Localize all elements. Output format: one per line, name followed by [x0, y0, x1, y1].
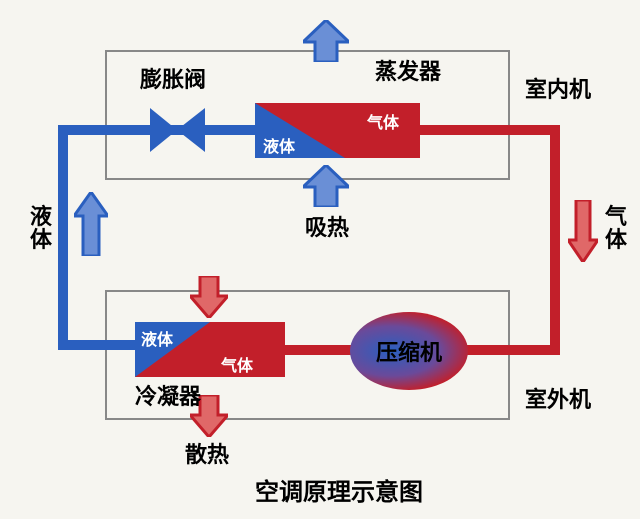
- evap-liquid-label: 液体: [263, 133, 295, 157]
- arrow-evap-out-icon: [303, 20, 349, 62]
- pipe-evap-out: [420, 125, 560, 135]
- expansion-valve-icon: [150, 108, 205, 152]
- arrow-absorb-icon: [303, 165, 349, 207]
- expansion-valve-label: 膨胀阀: [140, 68, 206, 91]
- compressor: 压缩机: [350, 312, 468, 390]
- title-caption: 空调原理示意图: [255, 480, 423, 505]
- cond-liquid-label: 液体: [141, 326, 173, 350]
- outdoor-label: 室外机: [525, 388, 591, 411]
- gas-side-label: 气 体: [605, 205, 627, 251]
- liquid-side-label: 液 体: [30, 205, 52, 251]
- evaporator-label: 蒸发器: [375, 60, 441, 83]
- pipe-into-condenser: [58, 340, 135, 350]
- compressor-label: 压缩机: [376, 335, 442, 367]
- arrow-gas-down-icon: [568, 200, 598, 262]
- indoor-label: 室内机: [525, 78, 591, 101]
- arrow-liquid-up-icon: [74, 192, 108, 256]
- arrow-cond-in-icon: [190, 276, 228, 318]
- condenser-label: 冷凝器: [135, 385, 201, 408]
- pipe-right-vertical: [550, 125, 560, 355]
- evaporator-overlay: 液体 气体: [255, 103, 420, 158]
- evap-gas-label: 气体: [367, 109, 399, 133]
- condenser: 液体 气体: [135, 322, 285, 377]
- cond-gas-label: 气体: [221, 352, 253, 376]
- pipe-into-compressor: [460, 345, 560, 355]
- absorb-label: 吸热: [305, 216, 349, 239]
- pipe-valve-out: [58, 125, 155, 135]
- pipe-left-vertical: [58, 125, 68, 350]
- dissipate-label: 散热: [185, 443, 229, 466]
